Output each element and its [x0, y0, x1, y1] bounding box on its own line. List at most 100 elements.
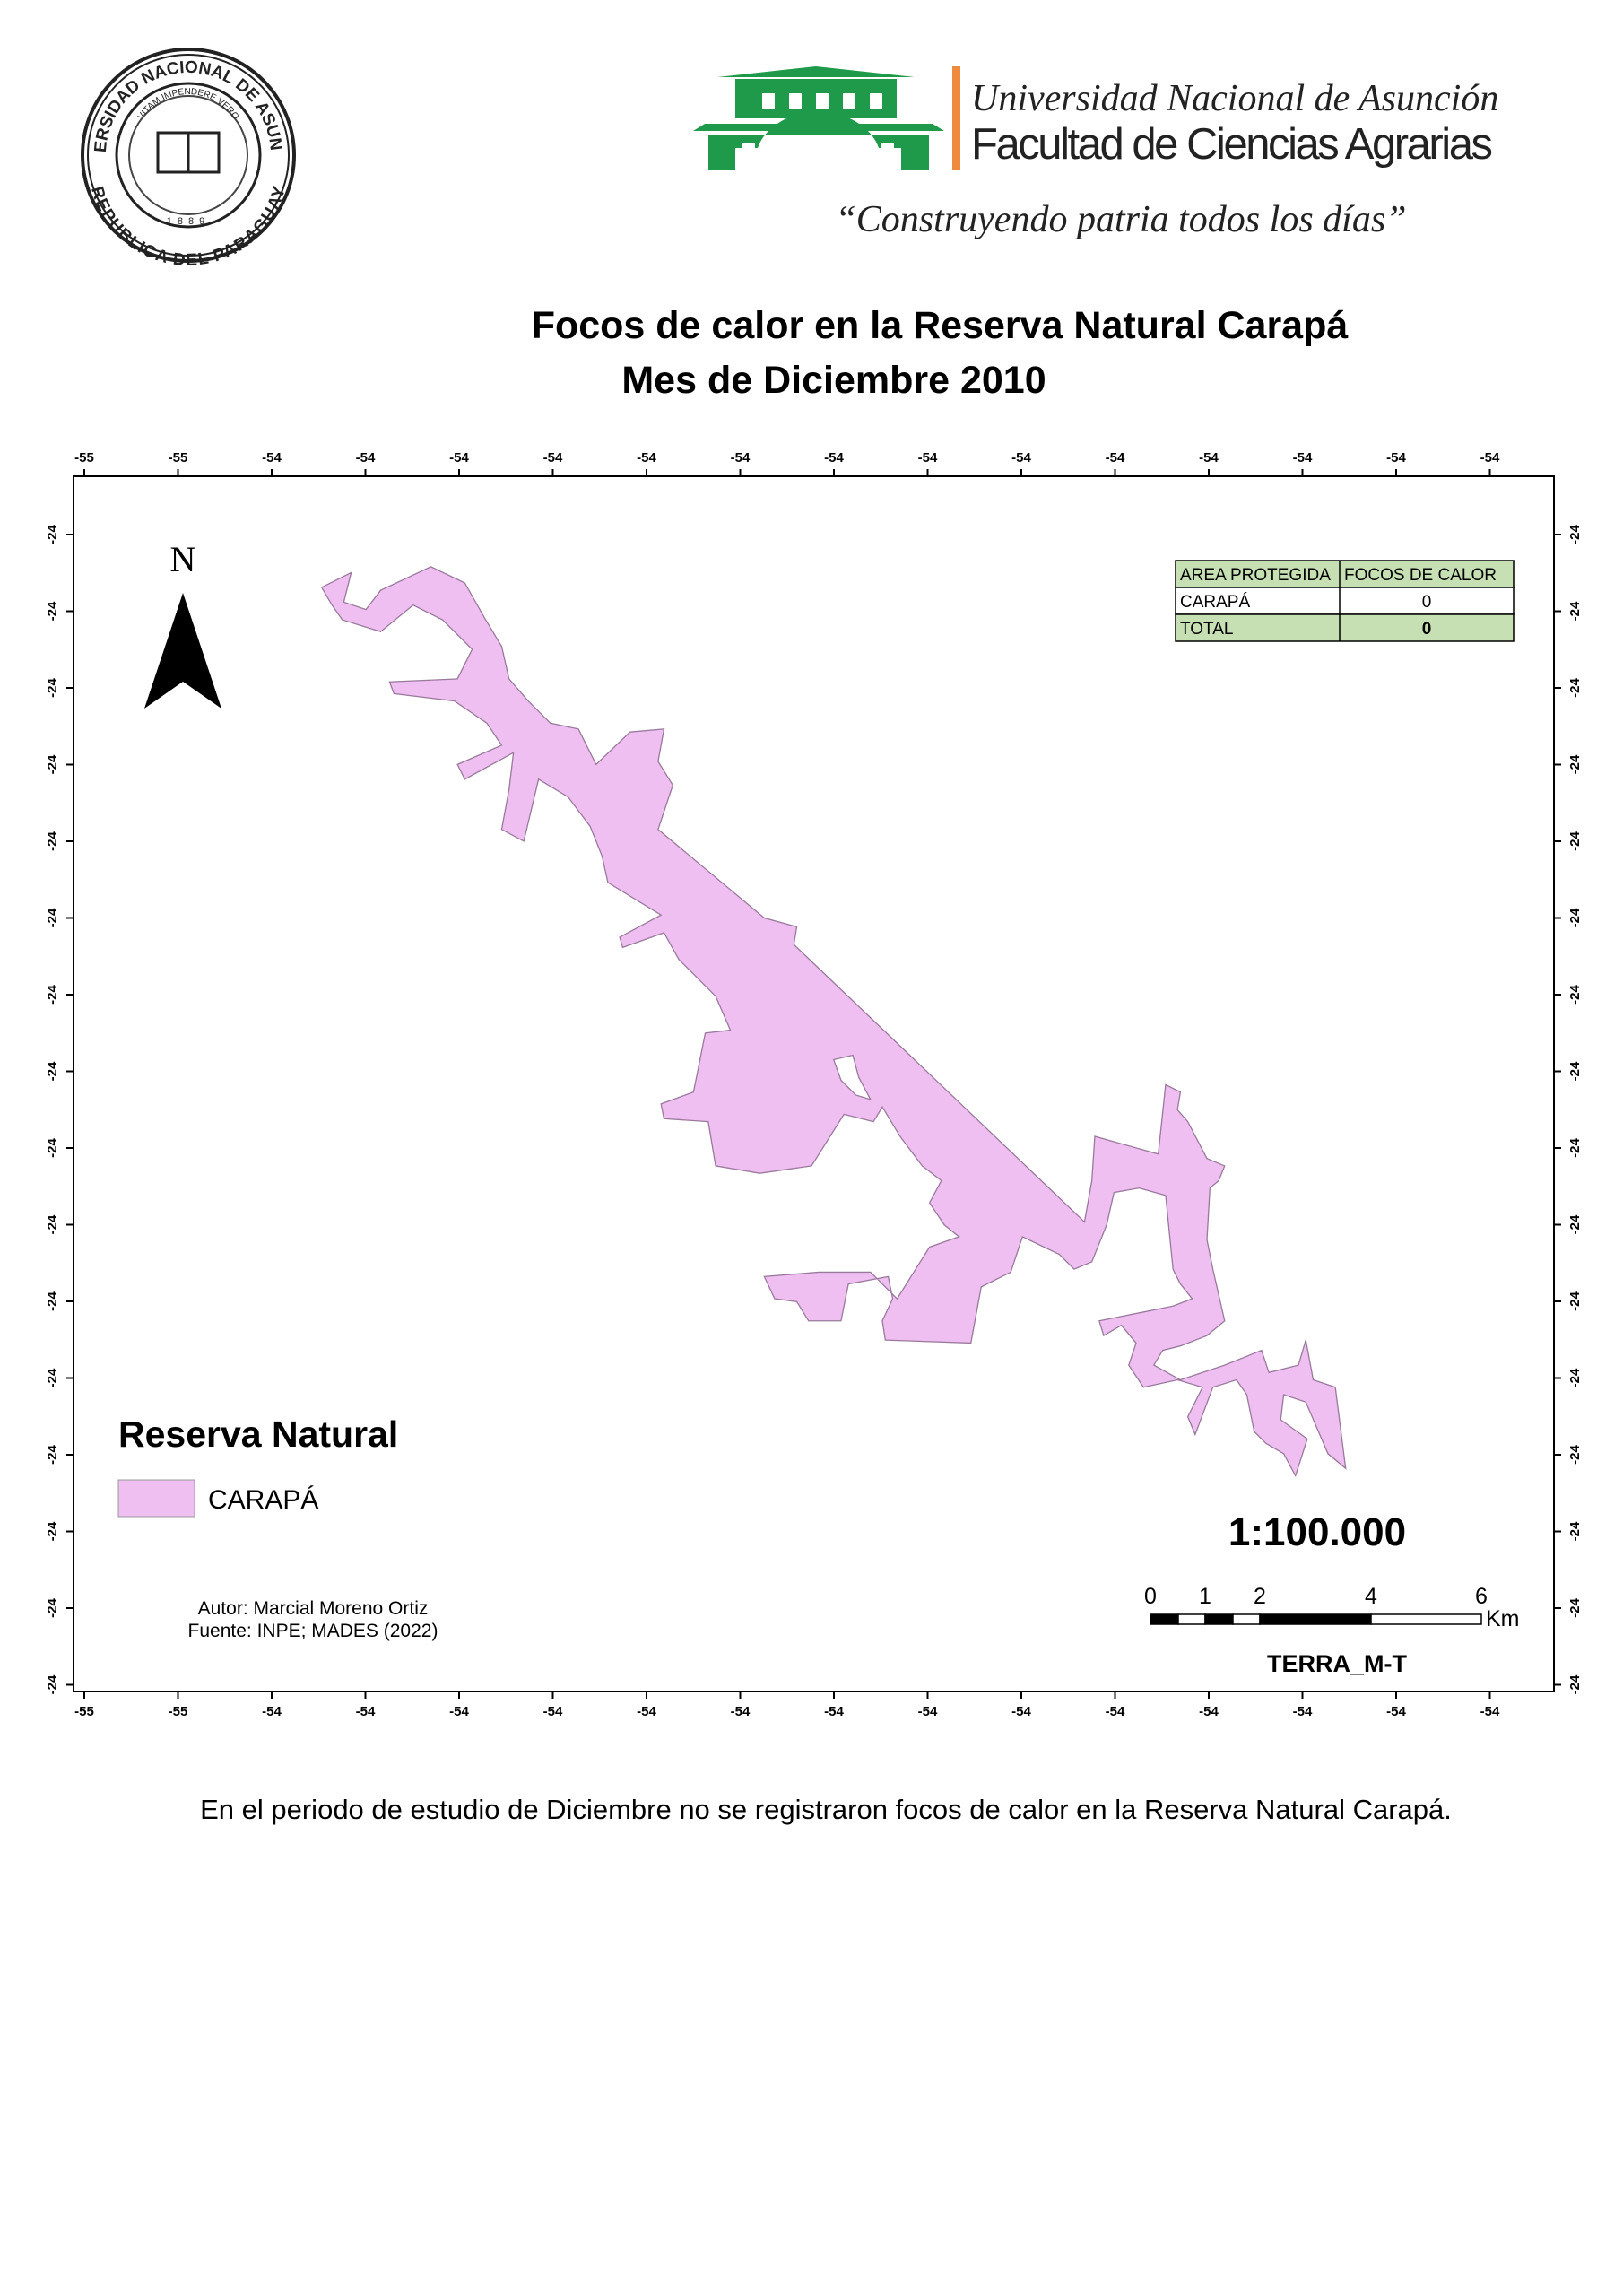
- top-tick-label: -54: [449, 450, 469, 465]
- bottom-tick-label: -54: [1199, 1704, 1219, 1719]
- left-tick-label: -24: [45, 1598, 60, 1618]
- right-tick-label: -24: [1567, 1292, 1583, 1311]
- bottom-tick-label: -54: [1011, 1704, 1031, 1719]
- satellite: TERRA_M-T: [1267, 1650, 1407, 1677]
- left-tick-label: -24: [45, 908, 60, 927]
- left-tick-label: -24: [45, 754, 60, 774]
- left-tick-label: -24: [45, 1292, 60, 1311]
- left-tick-label: -24: [45, 831, 60, 851]
- bottom-tick-label: -54: [1293, 1704, 1313, 1719]
- bottom-tick-label: -54: [1480, 1704, 1500, 1719]
- table-row: [1175, 587, 1515, 615]
- right-tick-label: -24: [1567, 1445, 1583, 1465]
- right-tick-label: -24: [1567, 525, 1583, 544]
- top-tick-label: -54: [262, 450, 282, 465]
- scale-segment: [1150, 1613, 1179, 1625]
- bottom-tick-label: -54: [449, 1704, 469, 1719]
- bottom-tick-label: -54: [824, 1704, 844, 1719]
- left-tick-label: -24: [45, 1138, 60, 1158]
- caption: En el periodo de estudio de Diciembre no…: [200, 1794, 1452, 1825]
- right-tick-label: -24: [1567, 1368, 1583, 1387]
- right-tick-label: -24: [1567, 1521, 1583, 1541]
- title: Focos de calor en la Reserva Natural Car…: [532, 304, 1350, 347]
- right-tick-label: -24: [1567, 985, 1583, 1004]
- left-tick-label: -24: [45, 601, 60, 621]
- reserve-area: [320, 566, 1347, 1478]
- table-row: [1175, 560, 1515, 588]
- right-tick-label: -24: [1567, 1061, 1583, 1081]
- hotspot-table: AREA PROTEGIDA FOCOS DE CALOR CARAPÁ 0 TOTAL…: [1175, 560, 1515, 642]
- source: Fuente: INPE; MADES (2022): [188, 1621, 438, 1641]
- table-cell: AREA PROTEGIDA: [1180, 566, 1331, 585]
- bottom-tick-label: -54: [918, 1704, 938, 1719]
- seal: UNIVERSIDAD NACIONAL DE ASUNCION REPUBLI…: [0, 0, 296, 270]
- bottom-tick-label: -54: [262, 1704, 282, 1719]
- scale-label: 2: [1254, 1584, 1266, 1609]
- top-tick-label: -54: [1480, 450, 1500, 465]
- left-tick-label: -24: [45, 985, 60, 1004]
- scale-label: 0: [1144, 1584, 1157, 1609]
- left-tick-label: -24: [45, 1445, 60, 1465]
- right-tick-label: -24: [1567, 754, 1583, 774]
- top-tick-label: -54: [918, 450, 938, 465]
- table-row: [1175, 613, 1515, 642]
- scale-segment: [1259, 1613, 1372, 1625]
- right-tick-label: -24: [1567, 678, 1583, 698]
- right-tick-label: -24: [1567, 1598, 1583, 1618]
- scale-segment: [1232, 1613, 1261, 1625]
- top-tick-label: -55: [74, 450, 94, 465]
- right-tick-label: -24: [1567, 1138, 1583, 1158]
- north-label: N: [170, 539, 196, 579]
- top-tick-label: -54: [1386, 450, 1406, 465]
- bottom-tick-label: -55: [74, 1704, 94, 1719]
- top-tick-label: -54: [1199, 450, 1219, 465]
- top-tick-label: -54: [637, 450, 656, 465]
- bottom-tick-label: -54: [731, 1704, 751, 1719]
- author: Autor: Marcial Moreno Ortiz: [198, 1598, 429, 1619]
- top-tick-label: -54: [1293, 450, 1313, 465]
- scale-segment: [1177, 1613, 1206, 1625]
- scale-ratio: 1:100.000: [1228, 1510, 1406, 1554]
- left-tick-label: -24: [45, 1061, 60, 1081]
- top-tick-label: -54: [1106, 450, 1125, 465]
- top-tick-label: -54: [543, 450, 563, 465]
- right-tick-label: -24: [1567, 1214, 1583, 1234]
- bottom-tick-label: -54: [1106, 1704, 1125, 1719]
- faculty-logo: [693, 66, 960, 170]
- table-cell: FOCOS DE CALOR: [1344, 566, 1497, 585]
- scale-bar: 0 1 2 4 6Km: [1144, 1584, 1519, 1631]
- legend-swatch: [117, 1479, 195, 1518]
- top-tick-label: -54: [356, 450, 376, 465]
- left-tick-label: -24: [45, 525, 60, 544]
- left-tick-label: -24: [45, 678, 60, 698]
- scale-label: 1: [1199, 1584, 1211, 1609]
- top-tick-label: -54: [824, 450, 844, 465]
- faculty-name: Facultad de Ciencias Agrarias: [971, 120, 1493, 169]
- table-cell: 0: [1422, 620, 1432, 639]
- reserve-polygon: [320, 566, 1347, 1478]
- north-arrow: [144, 593, 221, 709]
- scale-segment: [1370, 1613, 1482, 1625]
- top-tick-label: -54: [731, 450, 751, 465]
- table-cell: 0: [1422, 593, 1432, 612]
- bottom-tick-label: -55: [169, 1704, 188, 1719]
- right-tick-label: -24: [1567, 831, 1583, 851]
- motto: “Construyendo patria todos los días”: [835, 199, 1406, 240]
- top-tick-label: -54: [1011, 450, 1031, 465]
- legend-label: CARAPÁ: [208, 1485, 318, 1515]
- bottom-tick-label: -54: [356, 1704, 376, 1719]
- scale-unit: Km: [1486, 1606, 1520, 1631]
- top-tick-label: -55: [169, 450, 188, 465]
- scale-segment: [1204, 1613, 1234, 1625]
- bottom-tick-label: -54: [1386, 1704, 1406, 1719]
- left-tick-label: -24: [45, 1214, 60, 1234]
- bottom-tick-label: -54: [543, 1704, 563, 1719]
- bottom-tick-label: -54: [637, 1704, 656, 1719]
- left-tick-label: -24: [45, 1674, 60, 1694]
- title: Mes de Diciembre 2010: [621, 359, 1046, 402]
- right-tick-label: -24: [1567, 1674, 1583, 1694]
- left-tick-label: -24: [45, 1521, 60, 1541]
- scale-label: 4: [1365, 1584, 1377, 1609]
- table-cell: TOTAL: [1180, 620, 1233, 639]
